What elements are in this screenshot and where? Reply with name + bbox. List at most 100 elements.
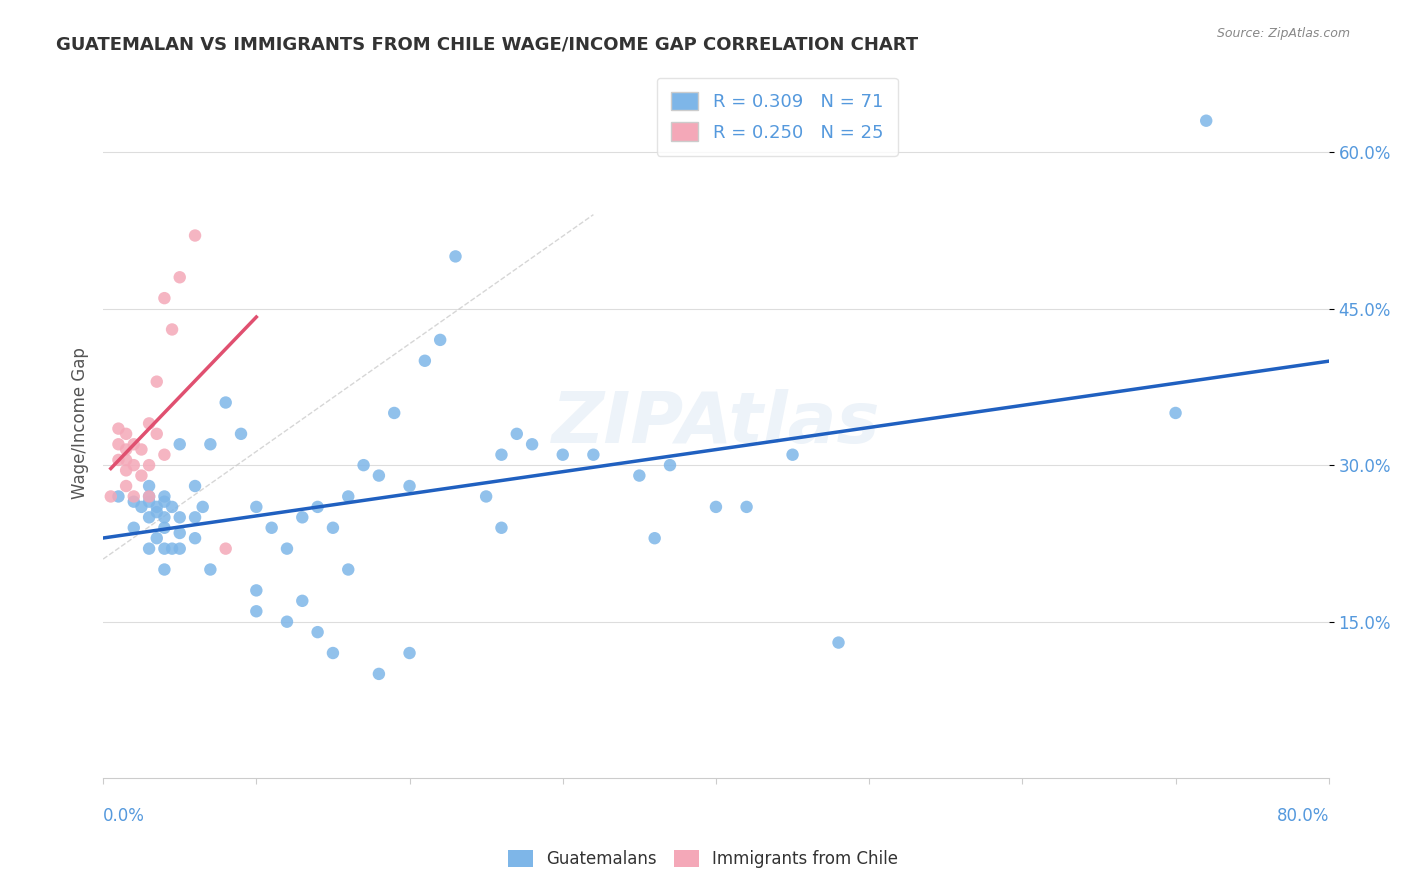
- Point: [367, 666, 389, 681]
- Point: [659, 458, 682, 472]
- Point: [100, 490, 122, 504]
- Point: [122, 437, 145, 451]
- Point: [184, 479, 207, 493]
- Point: [782, 448, 804, 462]
- Text: Source: ZipAtlas.com: Source: ZipAtlas.com: [1216, 27, 1350, 40]
- Point: [353, 458, 375, 472]
- Point: [115, 442, 138, 457]
- Point: [138, 490, 160, 504]
- Point: [138, 490, 160, 504]
- Point: [107, 422, 129, 436]
- Point: [115, 453, 138, 467]
- Point: [215, 395, 238, 409]
- Point: [122, 490, 145, 504]
- Point: [398, 479, 420, 493]
- Point: [122, 458, 145, 472]
- Point: [398, 646, 420, 660]
- Point: [276, 615, 298, 629]
- Text: ZIPAtlas: ZIPAtlas: [551, 389, 880, 458]
- Point: [307, 625, 329, 640]
- Point: [160, 500, 183, 514]
- Point: [444, 249, 467, 263]
- Point: [145, 500, 167, 514]
- Point: [475, 490, 498, 504]
- Point: [429, 333, 451, 347]
- Point: [153, 510, 176, 524]
- Point: [200, 562, 222, 576]
- Point: [169, 541, 191, 556]
- Point: [122, 494, 145, 508]
- Point: [382, 406, 405, 420]
- Point: [413, 353, 436, 368]
- Point: [153, 521, 176, 535]
- Point: [322, 521, 344, 535]
- Point: [644, 531, 666, 545]
- Point: [153, 448, 176, 462]
- Point: [169, 510, 191, 524]
- Point: [1164, 406, 1187, 420]
- Point: [160, 322, 183, 336]
- Point: [1195, 113, 1218, 128]
- Point: [582, 448, 605, 462]
- Point: [491, 448, 513, 462]
- Point: [215, 541, 238, 556]
- Point: [307, 500, 329, 514]
- Point: [827, 635, 849, 649]
- Legend: R = 0.309   N = 71, R = 0.250   N = 25: R = 0.309 N = 71, R = 0.250 N = 25: [657, 78, 897, 156]
- Point: [551, 448, 574, 462]
- Point: [107, 437, 129, 451]
- Point: [506, 426, 529, 441]
- Point: [153, 291, 176, 305]
- Point: [145, 531, 167, 545]
- Point: [145, 505, 167, 519]
- Point: [200, 437, 222, 451]
- Point: [169, 526, 191, 541]
- Point: [138, 541, 160, 556]
- Point: [138, 510, 160, 524]
- Point: [131, 468, 153, 483]
- Point: [322, 646, 344, 660]
- Point: [115, 479, 138, 493]
- Point: [191, 500, 214, 514]
- Point: [260, 521, 283, 535]
- Point: [153, 494, 176, 508]
- Point: [169, 270, 191, 285]
- Point: [138, 494, 160, 508]
- Point: [245, 583, 267, 598]
- Point: [138, 417, 160, 431]
- Text: 0.0%: 0.0%: [103, 807, 145, 825]
- Point: [138, 479, 160, 493]
- Point: [245, 604, 267, 618]
- Point: [491, 521, 513, 535]
- Point: [153, 541, 176, 556]
- Point: [337, 562, 360, 576]
- Point: [145, 375, 167, 389]
- Point: [160, 541, 183, 556]
- Point: [291, 510, 314, 524]
- Point: [291, 594, 314, 608]
- Point: [735, 500, 758, 514]
- Point: [131, 442, 153, 457]
- Point: [184, 228, 207, 243]
- Point: [107, 453, 129, 467]
- Point: [131, 500, 153, 514]
- Point: [184, 510, 207, 524]
- Point: [115, 426, 138, 441]
- Point: [704, 500, 727, 514]
- Point: [145, 426, 167, 441]
- Text: GUATEMALAN VS IMMIGRANTS FROM CHILE WAGE/INCOME GAP CORRELATION CHART: GUATEMALAN VS IMMIGRANTS FROM CHILE WAGE…: [56, 36, 918, 54]
- Point: [276, 541, 298, 556]
- Point: [245, 500, 267, 514]
- Point: [367, 468, 389, 483]
- Point: [337, 490, 360, 504]
- Point: [153, 490, 176, 504]
- Point: [138, 458, 160, 472]
- Legend: Guatemalans, Immigrants from Chile: Guatemalans, Immigrants from Chile: [502, 843, 904, 875]
- Point: [169, 437, 191, 451]
- Point: [184, 531, 207, 545]
- Point: [153, 562, 176, 576]
- Point: [520, 437, 543, 451]
- Point: [122, 521, 145, 535]
- Point: [107, 490, 129, 504]
- Y-axis label: Wage/Income Gap: Wage/Income Gap: [72, 348, 89, 500]
